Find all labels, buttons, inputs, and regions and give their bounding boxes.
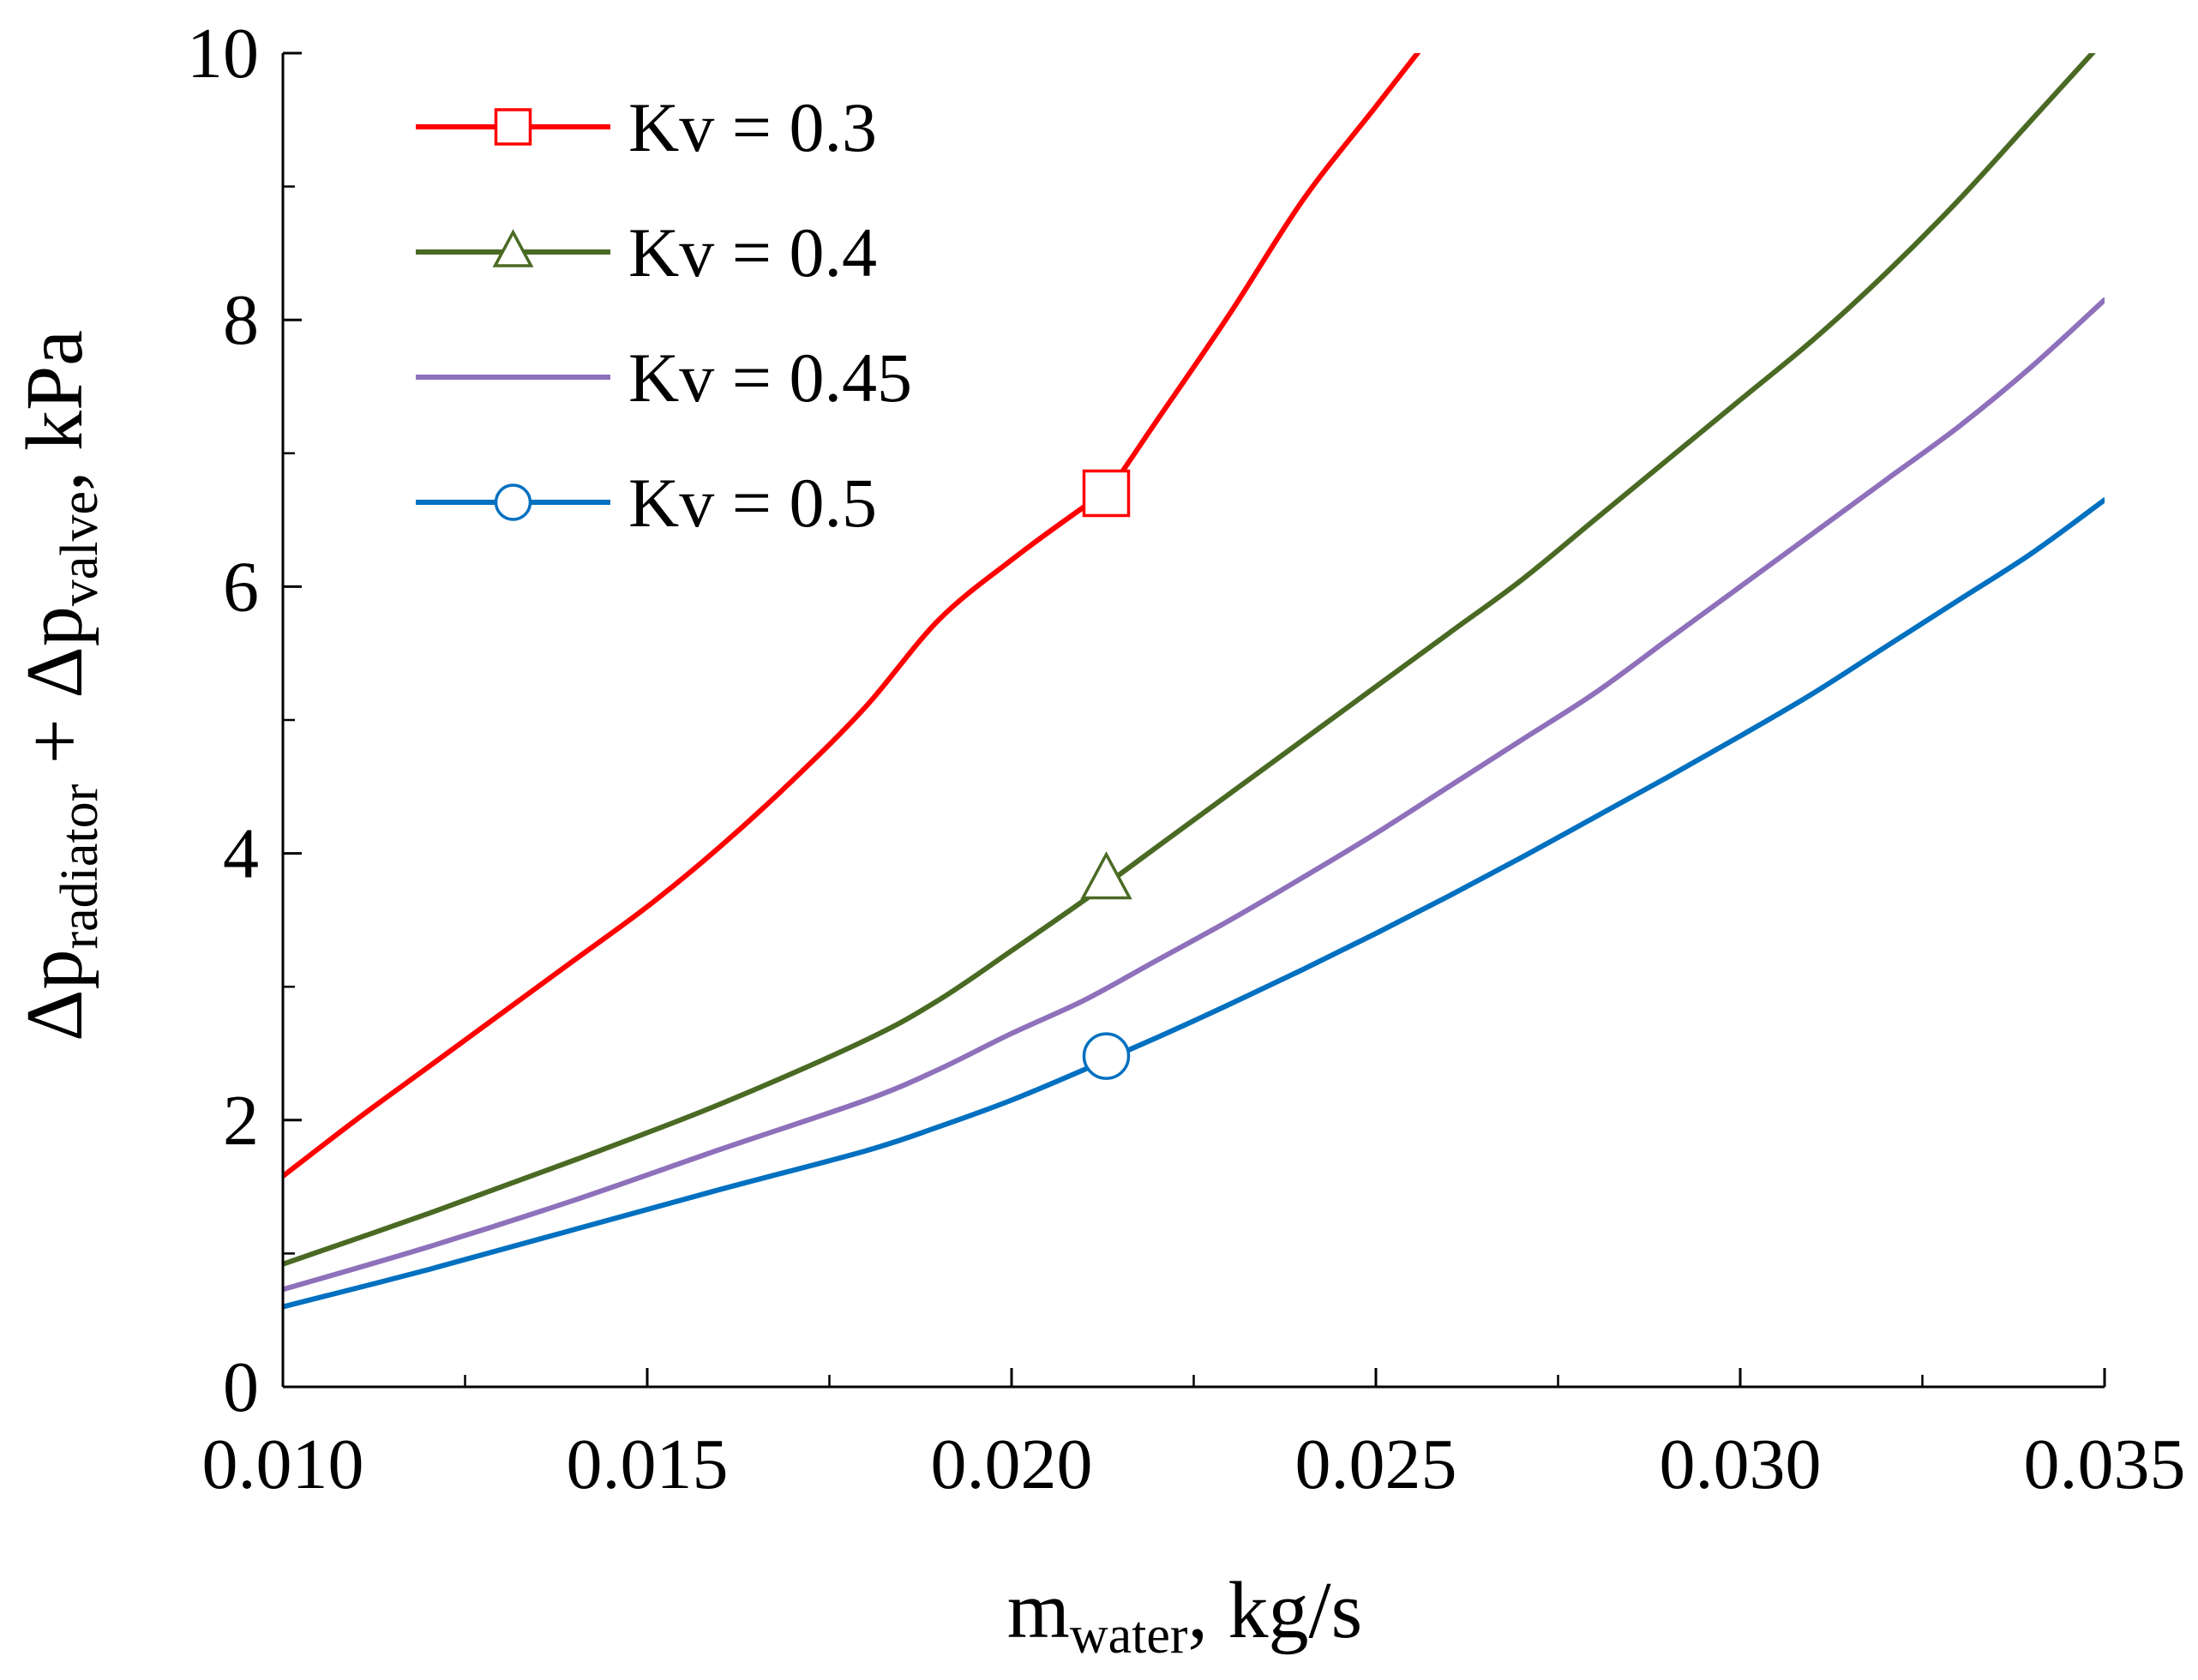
y-axis-ticks: 0 2 4 6 8 10 — [187, 14, 302, 1427]
x-tick-label: 0.025 — [1295, 1425, 1457, 1504]
x-tick-label: 0.035 — [2024, 1425, 2186, 1504]
legend-label-3: Kv = 0.45 — [628, 339, 912, 417]
legend-marker-1 — [494, 108, 532, 146]
series-line-2 — [283, 53, 2096, 1267]
y-tick-label: 4 — [223, 814, 259, 894]
x-axis-title-unit: , kg/s — [1188, 1566, 1363, 1655]
x-tick-label: 0.010 — [202, 1425, 364, 1504]
series-marker-1 — [1082, 469, 1131, 518]
legend-label-4: Kv = 0.5 — [628, 464, 877, 542]
legend-marker-2 — [492, 229, 534, 267]
plot-lines — [283, 53, 2105, 1310]
y-axis-title-part1: Δp — [10, 950, 99, 1041]
x-axis-title-main: m — [1007, 1566, 1070, 1655]
legend-marker-4 — [494, 483, 532, 521]
x-axis-title-subscript: water — [1070, 1606, 1188, 1665]
y-axis-title-unit: , kPa — [10, 330, 99, 491]
x-axis-title: mwater, kg/s — [1007, 1566, 1363, 1665]
y-tick-label: 0 — [223, 1347, 259, 1427]
series-line-4 — [283, 497, 2105, 1310]
y-axis-title-subscript1: radiator — [51, 783, 109, 949]
series-line-1 — [283, 53, 1421, 1179]
series-marker-4 — [1082, 1032, 1131, 1080]
y-axis-title: Δpradiator + Δpvalve, kPa — [10, 330, 109, 1041]
y-tick-label: 2 — [223, 1081, 259, 1161]
legend: Kv = 0.3 Kv = 0.4 Kv = 0.45 Kv = 0.5 — [416, 88, 912, 542]
y-axis-title-part2: + Δp — [10, 606, 99, 783]
x-tick-label: 0.015 — [567, 1425, 729, 1504]
y-tick-label: 8 — [223, 280, 259, 360]
legend-label-1: Kv = 0.3 — [628, 88, 877, 166]
plot-markers — [1080, 469, 1132, 1080]
y-tick-label: 6 — [223, 547, 259, 627]
x-axis-ticks: 0.010 0.015 0.020 0.025 0.030 0.035 — [202, 1368, 2186, 1504]
y-tick-label: 10 — [187, 14, 259, 93]
x-tick-label: 0.030 — [1660, 1425, 1822, 1504]
y-axis-title-subscript2: valve — [51, 491, 109, 606]
legend-label-2: Kv = 0.4 — [628, 213, 877, 291]
series-marker-2 — [1080, 851, 1132, 900]
series-line-3 — [283, 297, 2105, 1293]
x-tick-label: 0.020 — [931, 1425, 1093, 1504]
